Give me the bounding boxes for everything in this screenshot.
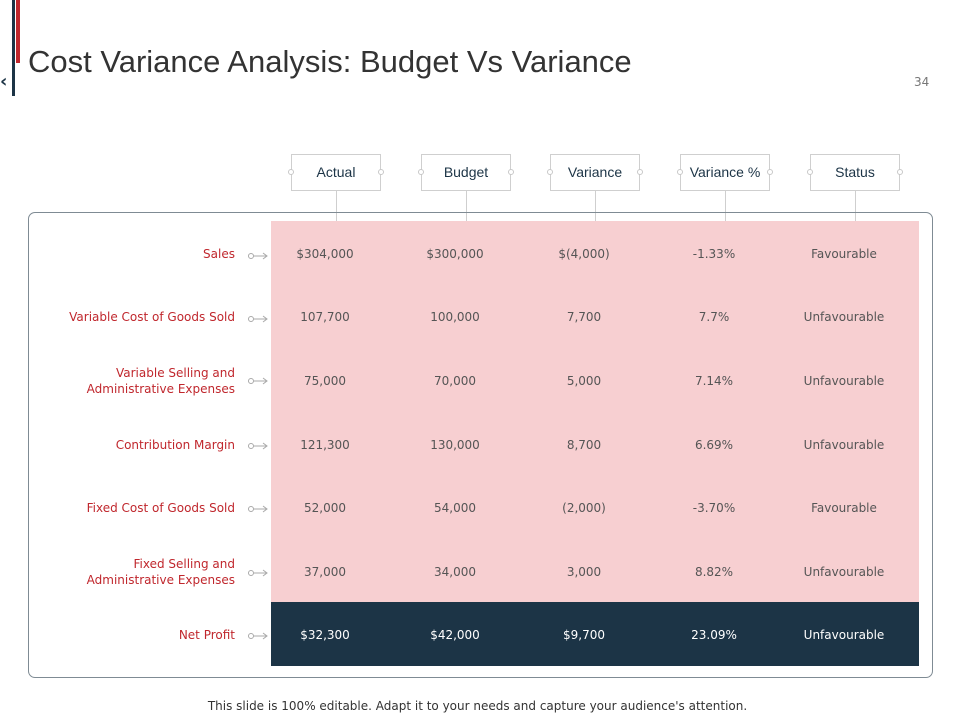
cell-net-profit-variance-percent: 23.09% [691,628,737,642]
cell-variable-cogs-variance-percent: 7.7% [698,310,730,324]
cell-variable-selling-admin-status: Unfavourable [803,374,885,388]
column-header-label: Status [835,164,875,180]
net-profit-row-background [271,602,919,666]
cell-variable-selling-admin-actual: 75,000 [304,374,346,388]
footer-note: This slide is 100% editable. Adapt it to… [207,699,748,713]
row-label-sales: Sales [203,247,235,261]
arrow-connector-icon [248,505,268,513]
cell-fixed-selling-admin-budget: 34,000 [434,565,476,579]
cell-fixed-selling-admin-status: Unfavourable [803,565,885,579]
cell-sales-budget: $300,000 [426,247,484,261]
cell-sales-status: Favourable [811,247,877,261]
cell-variable-selling-admin-variance-percent: 7.14% [694,374,734,388]
cell-sales-variance-percent: -1.33% [692,247,736,261]
cell-variable-cogs-actual: 107,700 [300,310,350,324]
cell-contribution-margin-variance-percent: 6.69% [694,438,734,452]
arrow-connector-icon [248,632,268,640]
cell-fixed-selling-admin-actual: 37,000 [304,565,346,579]
row-label-variable-selling-admin: Variable Selling and Administrative Expe… [86,366,235,396]
cell-variable-selling-admin-variance: 5,000 [566,374,602,388]
table-frame [28,212,933,678]
header-connector-line [336,191,337,221]
column-header-status: Status [807,154,903,191]
column-header-variance-percent: Variance % [677,154,773,191]
header-connector-line [595,191,596,221]
cell-variable-cogs-variance: 7,700 [566,310,602,324]
page-title: Cost Variance Analysis: Budget Vs Varian… [28,44,632,79]
connector-dot-icon [637,169,643,175]
page-number: 34 [914,75,930,89]
connector-dot-icon [767,169,773,175]
arrow-connector-icon [248,315,268,323]
cell-variable-cogs-status: Unfavourable [803,310,885,324]
table-body-background [271,221,919,602]
cell-net-profit-budget: $42,000 [430,628,480,642]
cell-fixed-selling-admin-variance: 3,000 [566,565,602,579]
connector-dot-icon [418,169,424,175]
cell-contribution-margin-budget: 130,000 [430,438,480,452]
connector-dot-icon [288,169,294,175]
header-connector-line [855,191,856,221]
row-label-fixed-selling-admin: Fixed Selling and Administrative Expense… [86,557,235,587]
column-header-variance: Variance [547,154,643,191]
column-header-label: Variance % [689,164,761,180]
cell-contribution-margin-status: Unfavourable [803,438,885,452]
cell-variable-selling-admin-budget: 70,000 [434,374,476,388]
arrow-connector-icon [248,252,268,260]
arrow-connector-icon [248,377,268,385]
arrow-connector-icon [248,569,268,577]
arrow-connector-icon [248,442,268,450]
column-header-label: Variance [567,164,623,180]
header-connector-line [466,191,467,221]
cell-fixed-selling-admin-variance-percent: 8.82% [694,565,734,579]
column-header-budget: Budget [418,154,514,191]
accent-bar-navy [12,0,15,96]
connector-dot-icon [378,169,384,175]
cell-sales-variance: $(4,000) [558,247,610,261]
cell-fixed-cogs-status: Favourable [811,501,877,515]
column-header-label: Budget [443,164,489,180]
connector-dot-icon [547,169,553,175]
cell-net-profit-variance: $9,700 [563,628,605,642]
column-header-label: Actual [316,164,356,180]
connector-dot-icon [807,169,813,175]
connector-dot-icon [897,169,903,175]
chevron-left-icon[interactable]: ‹ [0,71,8,92]
connector-dot-icon [508,169,514,175]
cell-contribution-margin-actual: 121,300 [300,438,350,452]
cell-fixed-cogs-variance: (2,000) [562,501,606,515]
row-label-fixed-cogs: Fixed Cost of Goods Sold [86,501,235,515]
cell-variable-cogs-budget: 100,000 [430,310,480,324]
cell-contribution-margin-variance: 8,700 [566,438,602,452]
cell-sales-actual: $304,000 [296,247,354,261]
row-label-contribution-margin: Contribution Margin [115,438,235,452]
header-connector-line [725,191,726,221]
cell-net-profit-actual: $32,300 [300,628,350,642]
cell-fixed-cogs-variance-percent: -3.70% [692,501,736,515]
cell-fixed-cogs-actual: 52,000 [304,501,346,515]
connector-dot-icon [677,169,683,175]
cell-fixed-cogs-budget: 54,000 [434,501,476,515]
row-label-net-profit: Net Profit [178,628,235,642]
accent-bar-red [16,0,20,63]
row-label-variable-cogs: Variable Cost of Goods Sold [69,310,235,324]
column-header-actual: Actual [288,154,384,191]
cell-net-profit-status: Unfavourable [803,628,885,642]
